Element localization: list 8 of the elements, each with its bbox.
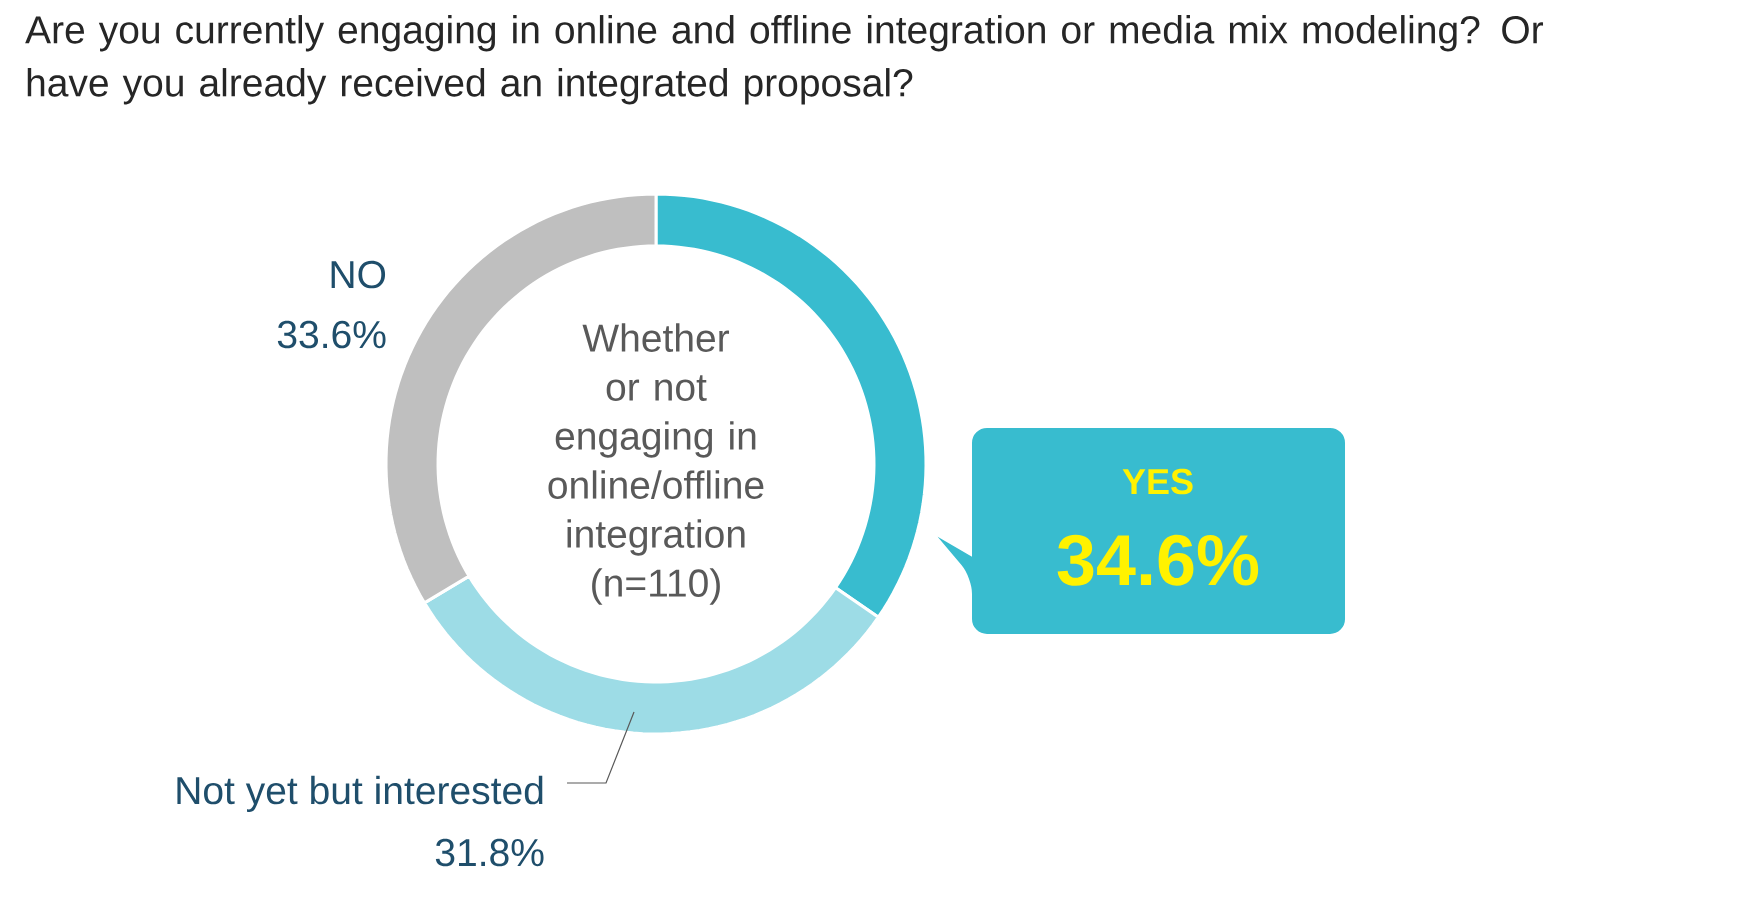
slice-label: YES: [1122, 468, 1193, 495]
slice-label: NO: [331, 260, 386, 289]
text: Whether or not engaging in online/offline integration (n=110): [548, 323, 764, 605]
slice-label: Not yet but interested: [177, 775, 543, 813]
data-label: 33.6%: [277, 320, 386, 349]
data-label: 31.8%: [435, 838, 544, 867]
chart-title: Are you currently engaging in online and offline integration or media mix modeling? Or have you already received an integrated proposal?: [25, 15, 1544, 105]
data-label: 34.6%: [1057, 534, 1259, 586]
